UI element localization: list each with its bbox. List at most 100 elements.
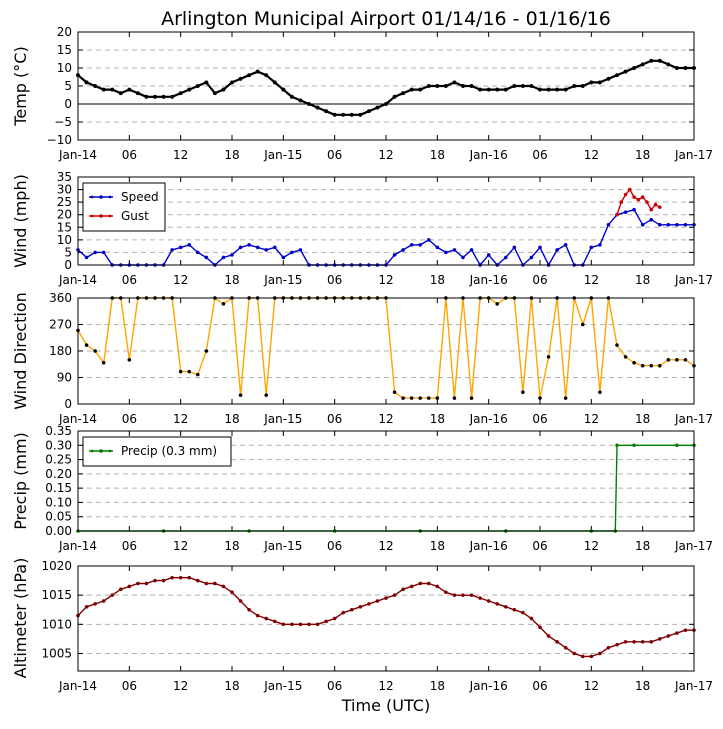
data-point xyxy=(204,581,209,586)
data-point xyxy=(366,109,371,114)
data-point xyxy=(136,581,140,586)
data-point xyxy=(375,599,380,603)
data-point xyxy=(538,625,542,630)
data-point xyxy=(563,87,568,92)
data-point xyxy=(452,248,457,252)
data-point xyxy=(666,222,671,227)
y-axis-title: Altimeter (hPa) xyxy=(11,558,30,679)
panel-temp: −10 −5 0 5 10 15 20 Jan-14 06 12 18 Jan-15 06 12 18 Jan… xyxy=(11,25,713,162)
x-tick-label: Jan-17 xyxy=(674,148,713,162)
data-point xyxy=(238,76,243,81)
data-point xyxy=(255,245,260,250)
data-point xyxy=(409,87,414,92)
x-tick-label: 12 xyxy=(173,539,188,553)
x-tick-label: 06 xyxy=(327,539,342,553)
x-tick-label: 18 xyxy=(430,148,445,162)
data-point xyxy=(409,243,414,247)
data-point xyxy=(127,87,132,92)
data-point xyxy=(606,76,611,81)
data-point xyxy=(649,58,654,63)
x-tick-label: 18 xyxy=(635,412,650,426)
data-point xyxy=(640,222,645,227)
x-tick-label: Jan-15 xyxy=(263,539,302,553)
data-point xyxy=(392,94,397,99)
data-point xyxy=(118,587,123,592)
data-point xyxy=(598,243,602,247)
data-point xyxy=(503,87,508,92)
y-axis-title: Wind Direction xyxy=(11,292,30,410)
x-tick-label: 12 xyxy=(378,679,393,693)
legend-marker xyxy=(99,449,103,453)
data-point xyxy=(495,302,500,306)
data-point xyxy=(384,596,388,600)
x-tick-label: Jan-15 xyxy=(263,273,302,287)
data-point xyxy=(118,91,123,96)
x-tick-label: 06 xyxy=(122,148,137,162)
data-point xyxy=(580,83,585,89)
data-point xyxy=(418,243,423,247)
data-point xyxy=(619,200,624,204)
data-point xyxy=(349,607,354,612)
panel-precip: 0.000.050.100.150.200.250.300.35 Jan-14 06… xyxy=(11,424,713,553)
legend-label: Speed xyxy=(121,190,159,204)
data-point xyxy=(649,639,654,644)
x-tick-label: 06 xyxy=(532,148,547,162)
data-point xyxy=(401,91,406,96)
data-point xyxy=(101,87,106,92)
data-point xyxy=(127,357,132,362)
data-point xyxy=(426,83,431,89)
data-point xyxy=(469,83,474,89)
data-point xyxy=(383,101,389,107)
data-point xyxy=(272,245,277,250)
plot-frame xyxy=(77,176,695,266)
data-point xyxy=(144,581,149,586)
data-point xyxy=(315,105,320,110)
data-point xyxy=(409,584,414,589)
data-point xyxy=(675,631,679,635)
data-point xyxy=(264,248,269,252)
data-point xyxy=(324,109,329,114)
legend-label: Precip (0.3 mm) xyxy=(121,444,217,458)
data-point xyxy=(623,639,628,644)
y-tick-label: 10 xyxy=(57,61,72,75)
legend-marker xyxy=(99,195,103,199)
data-point xyxy=(281,87,286,92)
x-tick-label: Jan-14 xyxy=(58,148,97,162)
x-tick-label: Jan-16 xyxy=(469,539,508,553)
data-point xyxy=(486,253,491,257)
series-line-speed xyxy=(77,208,694,266)
data-point xyxy=(392,390,397,395)
data-point xyxy=(521,610,525,615)
data-point xyxy=(640,363,645,368)
data-point xyxy=(529,616,534,621)
data-point xyxy=(452,396,457,400)
y-tick-label: 0.30 xyxy=(45,438,72,452)
data-point xyxy=(195,372,200,377)
data-point xyxy=(358,112,363,117)
panel-wind_direction: 0 90 180 270 360 Jan-14 06 12 18 Jan-15 06 12 18 Jan-… xyxy=(11,291,713,426)
data-point xyxy=(606,222,611,227)
data-point xyxy=(572,83,577,89)
data-point xyxy=(520,83,525,89)
data-point xyxy=(426,581,431,586)
data-point xyxy=(443,83,448,89)
figure-title: Arlington Municipal Airport 01/14/16 - 0… xyxy=(161,8,611,30)
data-point xyxy=(238,245,243,250)
data-point xyxy=(401,587,405,592)
data-point xyxy=(512,83,517,89)
data-point xyxy=(589,80,594,85)
y-tick-label: 0.35 xyxy=(45,424,72,438)
data-point xyxy=(418,87,423,92)
data-point xyxy=(401,396,405,400)
y-tick-label: 90 xyxy=(57,371,72,385)
data-point xyxy=(426,396,431,400)
x-tick-label: 12 xyxy=(584,539,599,553)
x-tick-label: 18 xyxy=(224,679,239,693)
data-point xyxy=(315,622,320,627)
x-tick-label: 18 xyxy=(430,412,445,426)
plot-frame xyxy=(77,565,695,672)
y-tick-label: 1020 xyxy=(41,559,72,573)
data-point xyxy=(546,87,551,92)
y-tick-label: 1005 xyxy=(41,647,72,661)
